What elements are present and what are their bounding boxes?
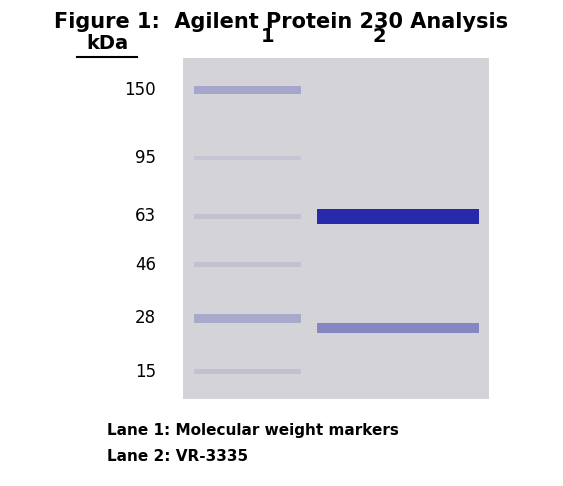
- Bar: [317, 323, 479, 333]
- Bar: [194, 214, 301, 219]
- Text: 150: 150: [124, 81, 156, 99]
- Text: Lane 2: VR-3335: Lane 2: VR-3335: [107, 450, 248, 464]
- Text: 2: 2: [373, 27, 386, 46]
- Text: Lane 1: Molecular weight markers: Lane 1: Molecular weight markers: [107, 423, 399, 437]
- Text: 15: 15: [135, 363, 156, 381]
- Text: 63: 63: [135, 207, 156, 226]
- Bar: [184, 58, 489, 399]
- Bar: [194, 156, 301, 160]
- Text: 1: 1: [261, 27, 275, 46]
- Bar: [194, 86, 301, 94]
- Text: kDa: kDa: [86, 34, 128, 53]
- Text: 95: 95: [135, 149, 156, 167]
- Text: Figure 1:  Agilent Protein 230 Analysis: Figure 1: Agilent Protein 230 Analysis: [55, 12, 508, 32]
- Text: 28: 28: [135, 309, 156, 328]
- Bar: [317, 209, 479, 224]
- Bar: [194, 314, 301, 323]
- Bar: [194, 262, 301, 267]
- Bar: [194, 369, 301, 374]
- Text: 46: 46: [135, 256, 156, 274]
